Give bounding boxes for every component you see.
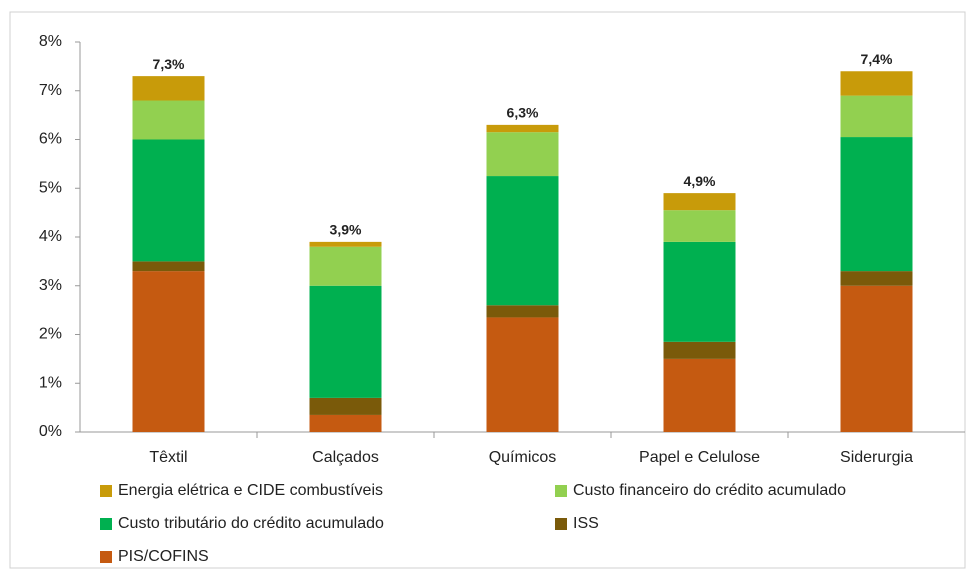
bar-segment: [309, 241, 382, 247]
x-tick-label: Calçados: [312, 449, 379, 466]
total-label: 4,9%: [684, 173, 716, 189]
x-tick-label: Papel e Celulose: [639, 449, 760, 466]
bar-segment: [132, 271, 205, 432]
bar-segment: [840, 137, 913, 272]
total-label: 7,4%: [861, 51, 893, 67]
bar-segment: [486, 305, 559, 318]
total-label: 7,3%: [153, 56, 185, 72]
bar-segment: [840, 95, 913, 138]
y-tick-label: 1%: [39, 374, 62, 391]
bar-segment: [663, 341, 736, 359]
legend-label: Custo financeiro do crédito acumulado: [573, 482, 846, 499]
bar-segment: [840, 71, 913, 96]
bar-segment: [132, 261, 205, 272]
y-tick-label: 8%: [39, 33, 62, 50]
total-label: 6,3%: [507, 105, 539, 121]
bar-segment: [840, 271, 913, 286]
bar-segment: [309, 246, 382, 286]
bar-segment: [486, 317, 559, 432]
bar-segment: [132, 100, 205, 140]
y-tick-label: 3%: [39, 277, 62, 294]
bar-segment: [486, 124, 559, 133]
legend-swatch: [100, 518, 112, 530]
bar-segment: [663, 358, 736, 432]
y-tick-label: 7%: [39, 82, 62, 99]
legend-label: Energia elétrica e CIDE combustíveis: [118, 482, 383, 499]
legend-swatch: [555, 485, 567, 497]
y-tick-label: 5%: [39, 179, 62, 196]
legend-label: Custo tributário do crédito acumulado: [118, 515, 384, 532]
bar-segment: [663, 193, 736, 211]
bar-segment: [132, 76, 205, 101]
legend-swatch: [100, 485, 112, 497]
legend-label: PIS/COFINS: [118, 548, 209, 565]
bar-segment: [486, 176, 559, 306]
legend-swatch: [100, 551, 112, 563]
bar-segment: [663, 210, 736, 242]
y-tick-label: 4%: [39, 228, 62, 245]
y-tick-label: 6%: [39, 131, 62, 148]
bar-segment: [132, 139, 205, 262]
bar-segment: [309, 397, 382, 415]
legend-swatch: [555, 518, 567, 530]
x-tick-label: Têxtil: [149, 449, 187, 466]
x-tick-label: Siderurgia: [840, 449, 913, 466]
x-tick-label: Químicos: [489, 449, 557, 466]
y-tick-label: 2%: [39, 326, 62, 343]
y-tick-label: 0%: [39, 423, 62, 440]
bar-segment: [309, 414, 382, 432]
total-label: 3,9%: [330, 222, 362, 238]
bar-segment: [663, 241, 736, 342]
chart-border: [9, 11, 966, 569]
bar-segment: [840, 285, 913, 432]
bar-segment: [309, 285, 382, 398]
bar-segment: [486, 132, 559, 177]
legend-label: ISS: [573, 515, 599, 532]
